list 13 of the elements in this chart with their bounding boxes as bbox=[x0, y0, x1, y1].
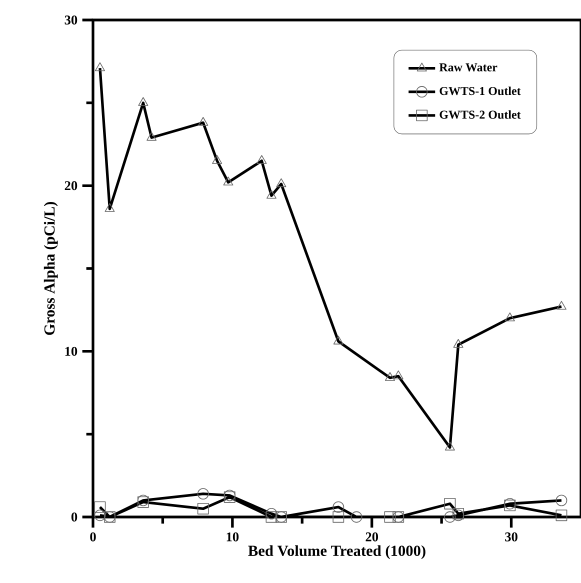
y-tick-label: 10 bbox=[65, 346, 78, 356]
x-tick-label: 10 bbox=[226, 532, 239, 542]
x-tick-label: 30 bbox=[505, 532, 518, 542]
y-tick-label: 0 bbox=[71, 512, 78, 522]
legend-label: Raw Water bbox=[439, 63, 498, 72]
legend-label: GWTS-2 Outlet bbox=[440, 110, 521, 119]
y-tick-label: 20 bbox=[64, 181, 78, 190]
x-tick-label: 0 bbox=[90, 532, 96, 542]
y-axis-title: Gross Alpha (pCi/L) bbox=[44, 202, 58, 335]
x-tick-label: 20 bbox=[366, 532, 378, 542]
x-axis-title: Bed Volume Treated (1000) bbox=[248, 545, 426, 560]
y-tick-label: 30 bbox=[64, 16, 78, 24]
legend-label: GWTS-1 Outlet bbox=[440, 86, 521, 96]
